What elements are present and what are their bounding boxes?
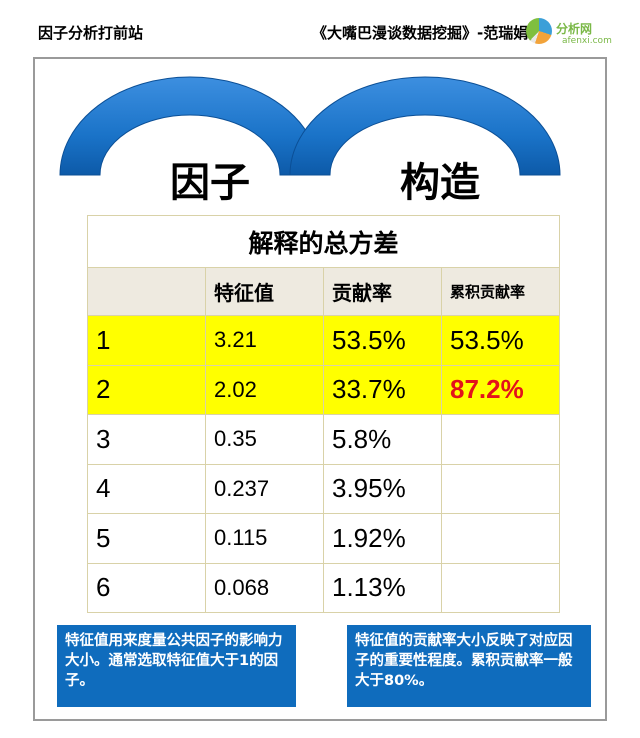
- table-header-row: 特征值 贡献率 累积贡献率: [87, 267, 560, 316]
- logo-subtext: afenxi.com: [562, 36, 612, 46]
- logo-icon: [526, 18, 552, 44]
- logo-text: 分析网: [556, 22, 593, 36]
- table-row: 6 0.068 1.13%: [87, 562, 560, 613]
- row-cumulative: 53.5%: [441, 315, 560, 366]
- row-contribution: 53.5%: [323, 315, 442, 366]
- row-cumulative: [441, 463, 560, 514]
- row-cumulative: [441, 513, 560, 564]
- arch-word-factor: 因子: [170, 160, 250, 206]
- row-contribution: 3.95%: [323, 463, 442, 514]
- row-index: 1: [87, 315, 206, 366]
- table-row: 1 3.21 53.5% 53.5%: [87, 315, 560, 366]
- note-eigenvalue: 特征值用来度量公共因子的影响力大小。通常选取特征值大于1的因子。: [57, 625, 296, 707]
- header-contribution: 贡献率: [323, 267, 442, 316]
- row-contribution: 5.8%: [323, 414, 442, 465]
- arch-word-construct: 构造: [400, 160, 480, 206]
- arch-graphic: [59, 76, 561, 176]
- row-cumulative: 87.2%: [441, 364, 560, 415]
- header-right-title: 《大嘴巴漫谈数据挖掘》-范瑞娟: [312, 24, 529, 42]
- row-contribution: 1.13%: [323, 562, 442, 613]
- row-index: 2: [87, 364, 206, 415]
- table-row: 4 0.237 3.95%: [87, 463, 560, 514]
- row-index: 5: [87, 513, 206, 564]
- row-cumulative: [441, 562, 560, 613]
- header-cumulative: 累积贡献率: [441, 267, 560, 316]
- table-row: 5 0.115 1.92%: [87, 513, 560, 564]
- row-eigenvalue: 0.115: [205, 513, 324, 564]
- row-eigenvalue: 3.21: [205, 315, 324, 366]
- row-contribution: 33.7%: [323, 364, 442, 415]
- row-index: 6: [87, 562, 206, 613]
- row-contribution: 1.92%: [323, 513, 442, 564]
- variance-table: 解释的总方差 特征值 贡献率 累积贡献率 1 3.21 53.5% 53.5% …: [87, 215, 560, 613]
- row-index: 3: [87, 414, 206, 465]
- row-eigenvalue: 0.35: [205, 414, 324, 465]
- row-cumulative: [441, 414, 560, 465]
- header-left-title: 因子分析打前站: [38, 24, 144, 42]
- note-contribution: 特征值的贡献率大小反映了对应因子的重要性程度。累积贡献率一般大于80%。: [347, 625, 591, 707]
- row-eigenvalue: 0.237: [205, 463, 324, 514]
- right-arch: [289, 76, 561, 176]
- row-eigenvalue: 2.02: [205, 364, 324, 415]
- table-row: 2 2.02 33.7% 87.2%: [87, 364, 560, 415]
- table-title: 解释的总方差: [87, 215, 560, 268]
- row-eigenvalue: 0.068: [205, 562, 324, 613]
- site-logo[interactable]: 分析网 afenxi.com: [526, 14, 636, 50]
- header-eigenvalue: 特征值: [205, 267, 324, 316]
- header-index: [87, 267, 206, 316]
- row-index: 4: [87, 463, 206, 514]
- table-row: 3 0.35 5.8%: [87, 414, 560, 465]
